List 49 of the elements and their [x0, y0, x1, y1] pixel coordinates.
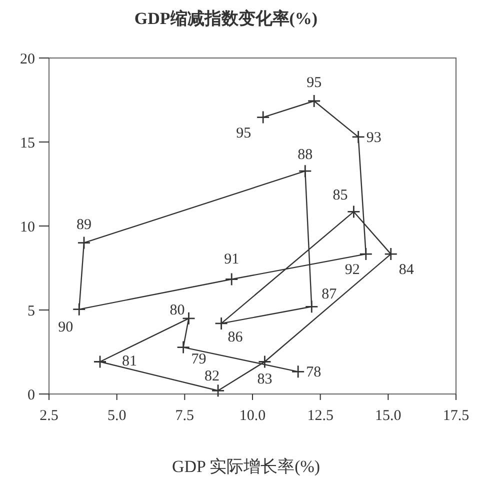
x-tick-label: 5.0: [107, 408, 126, 424]
y-tick-label: 10: [20, 219, 35, 236]
point: [72, 302, 86, 316]
annotation: 82: [204, 368, 220, 385]
point: [256, 110, 270, 124]
x-tick-label: 7.5: [175, 408, 194, 424]
annotation: 83: [257, 372, 272, 388]
point: [347, 205, 360, 218]
annotation: 85: [332, 188, 348, 204]
annotation: 93: [366, 130, 382, 146]
point: [214, 316, 228, 330]
point: [258, 355, 272, 368]
annotation: 91: [224, 251, 240, 268]
annotation: 78: [306, 364, 322, 381]
point: [384, 247, 398, 261]
x-tick-label: 2.5: [40, 408, 58, 424]
x-tick-label: 10.0: [239, 408, 266, 424]
x-tick-label: 17.5: [442, 408, 470, 424]
y-tick-label: 20: [20, 51, 35, 68]
annotation: 92: [344, 262, 360, 278]
point: [359, 247, 373, 261]
y-axis-title: GDP缩减指数变化率(%): [134, 9, 318, 28]
x-tick-label: 12.5: [307, 408, 334, 424]
point: [291, 364, 305, 378]
point: [93, 355, 107, 368]
annotation: 95: [306, 75, 322, 92]
x-tick-label: 15.0: [375, 408, 402, 424]
annotation: 88: [298, 147, 313, 164]
point: [307, 94, 321, 108]
annotation: 80: [170, 302, 185, 318]
point: [352, 130, 366, 144]
point: [298, 164, 312, 178]
point: [77, 236, 91, 250]
y-tick-label: 0: [28, 387, 35, 404]
annotation: 90: [58, 319, 74, 336]
point: [176, 340, 190, 354]
point: [224, 272, 238, 286]
point: [211, 384, 225, 398]
annotation: 79: [191, 351, 206, 368]
y-tick-label: 15: [20, 135, 35, 152]
annotation: 84: [398, 262, 414, 278]
annotation: 95: [236, 125, 252, 142]
annotation: 89: [76, 216, 92, 233]
y-tick-label: 5: [28, 303, 35, 320]
x-axis-title: GDP 实际增长率(%): [172, 457, 320, 476]
annotation: 86: [228, 329, 244, 346]
annotation: 81: [122, 354, 138, 370]
annotation: 87: [322, 286, 338, 303]
point: [304, 300, 318, 314]
